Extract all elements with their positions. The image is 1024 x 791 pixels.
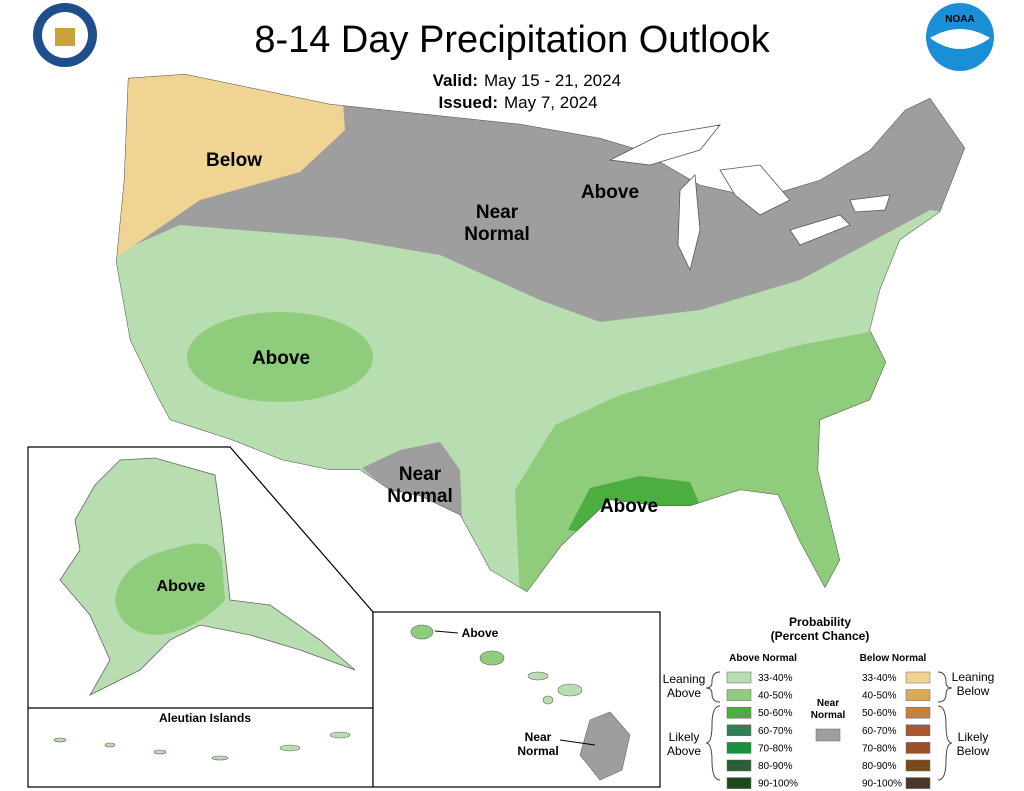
legend-swatch — [726, 671, 752, 684]
legend-label: 90-100% — [862, 779, 902, 790]
valid-dates: May 15 - 21, 2024 — [484, 71, 621, 90]
legend-group: Likely Below — [957, 730, 990, 758]
legend-swatch — [726, 759, 752, 772]
legend-label: 80-90% — [862, 761, 897, 772]
legend-swatch — [815, 728, 841, 742]
legend-label: 50-60% — [862, 708, 897, 719]
legend-swatch — [905, 689, 931, 701]
issued-date: May 7, 2024 — [504, 93, 598, 112]
region-label: Near Normal — [464, 202, 529, 245]
aleutian-islands — [53, 731, 351, 761]
region-label: Above — [600, 496, 658, 517]
legend-header: Below Normal — [860, 653, 927, 664]
issued-label: Issued: — [438, 93, 498, 112]
legend-group: Likely Above — [667, 730, 701, 758]
legend-swatch — [726, 777, 752, 789]
legend-swatch — [905, 706, 931, 719]
legend-label: 60-70% — [758, 726, 793, 737]
region-label: Above — [252, 348, 310, 369]
commerce-logo — [33, 3, 97, 67]
aleutian-label: Aleutian Islands — [159, 711, 251, 725]
legend-swatch — [905, 724, 931, 737]
legend-label: 90-100% — [758, 779, 798, 790]
legend-label: 50-60% — [758, 708, 793, 719]
legend-label: 70-80% — [862, 743, 897, 754]
legend-swatch — [905, 671, 931, 684]
legend-swatch — [726, 724, 752, 737]
noaa-logo: NOAA — [926, 3, 994, 71]
legend-swatch — [726, 689, 752, 701]
legend-group: Near Normal — [811, 698, 846, 721]
legend-header: Above Normal — [729, 653, 797, 664]
region-label: Near Normal — [517, 730, 558, 758]
legend-swatch — [905, 759, 931, 772]
legend-group: Leaning Below — [952, 670, 995, 698]
legend-label: 40-50% — [862, 691, 897, 702]
region-label: Above — [581, 182, 639, 203]
hawaii-islands — [410, 624, 631, 781]
legend-swatch — [726, 706, 752, 719]
region-label: Above — [157, 578, 206, 595]
region-label: Near Normal — [387, 464, 452, 507]
region-label: Above — [462, 626, 499, 640]
legend-label: 80-90% — [758, 761, 793, 772]
svg-text:NOAA: NOAA — [945, 14, 974, 25]
title: 8-14 Day Precipitation Outlook — [254, 19, 770, 61]
pointer — [559, 739, 596, 746]
legend-label: 33-40% — [862, 673, 897, 684]
great-lakes — [608, 124, 891, 272]
valid-label: Valid: — [433, 71, 478, 90]
legend-title: Probability (Percent Chance) — [771, 615, 870, 643]
pointer — [434, 630, 459, 634]
legend-label: 60-70% — [862, 726, 897, 737]
legend-swatch — [726, 742, 752, 754]
legend-group: Leaning Above — [663, 672, 706, 700]
alaska-above — [115, 543, 225, 635]
legend-swatch — [905, 777, 931, 789]
legend-swatch — [905, 742, 931, 754]
legend-label: 40-50% — [758, 691, 793, 702]
legend-braces — [705, 671, 953, 781]
region-label: Below — [206, 150, 262, 171]
legend-label: 33-40% — [758, 673, 793, 684]
legend-label: 70-80% — [758, 743, 793, 754]
